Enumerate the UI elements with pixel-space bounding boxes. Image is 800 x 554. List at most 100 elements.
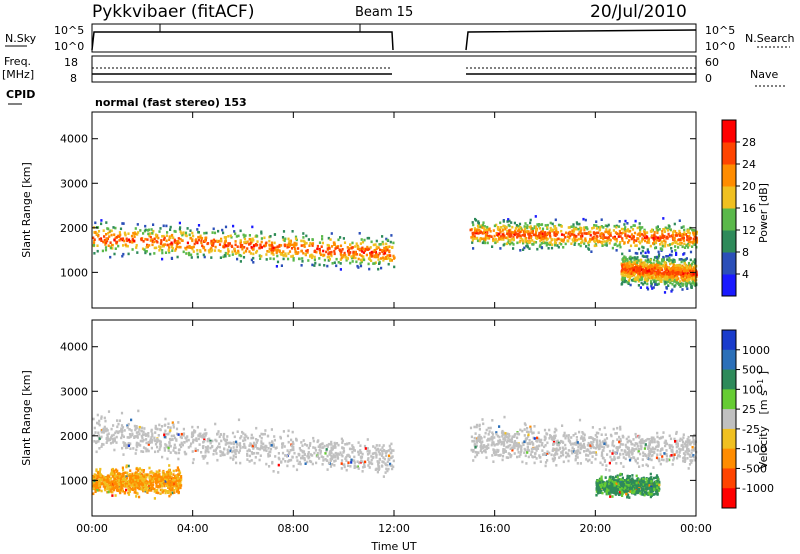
echo-cell [315,250,318,254]
echo-cell [301,456,305,460]
echo-cell [354,256,357,260]
echo-cell [126,483,129,486]
echo-cell [564,242,567,246]
echo-cell [160,481,163,485]
echo-cell [502,238,505,241]
echo-cell [280,264,283,267]
echo-cell [693,258,696,261]
echo-cell [321,442,324,445]
echo-cell [168,430,171,434]
echo-cell [201,435,205,438]
echo-cell [357,450,360,454]
echo-cell [93,484,96,488]
echo-cell [639,234,642,238]
echo-cell [677,268,680,271]
echo-cell [555,227,558,230]
echo-cell [346,442,349,446]
echo-cell [595,238,598,241]
echo-cell [555,230,558,233]
echo-cell [629,244,633,248]
velocity-scatter [92,409,698,500]
echo-cell [203,438,206,441]
echo-cell [353,461,356,464]
echo-cell [545,241,549,245]
echo-cell [384,471,387,474]
echo-cell [96,413,99,417]
echo-cell [155,485,158,488]
echo-cell [514,231,517,235]
echo-cell [173,446,176,450]
noise-sky-line-1 [91,31,394,51]
echo-cell [376,460,379,463]
echo-cell [518,222,522,226]
echo-cell [145,473,148,476]
echo-cell [647,258,650,261]
echo-cell [220,433,223,436]
echo-cell [602,233,605,237]
nave-tick-bottom: 0 [705,72,712,85]
echo-cell [272,246,275,250]
echo-cell [526,230,529,233]
echo-cell [106,429,109,432]
echo-cell [182,427,185,431]
echo-cell [135,431,138,434]
echo-cell [382,475,385,478]
echo-cell [132,479,135,482]
echo-cell [575,439,579,442]
echo-cell [116,483,119,486]
echo-cell [281,451,285,455]
echo-cell [179,481,182,485]
echo-cell [161,455,164,459]
echo-cell [506,232,509,235]
echo-cell [104,476,107,480]
echo-cell [678,219,681,222]
echo-cell [196,252,199,256]
echo-cell [99,483,102,487]
echo-cell [155,239,158,243]
echo-cell [351,246,354,249]
echo-cell [560,242,563,246]
echo-cell [604,224,607,227]
echo-cell [474,455,477,459]
echo-cell [544,453,547,456]
echo-cell [531,239,534,242]
echo-cell [106,490,109,494]
echo-cell [632,449,635,452]
echo-cell [107,481,110,484]
echo-cell [554,225,557,228]
echo-cell [145,441,148,445]
echo-cell [292,245,296,248]
echo-cell [512,236,515,239]
echo-cell [381,235,384,238]
echo-cell [379,248,382,252]
echo-cell [330,250,333,254]
echo-cell [389,254,392,257]
echo-cell [154,442,158,446]
echo-cell [256,447,259,450]
echo-cell [182,434,185,437]
echo-cell [628,272,631,275]
echo-cell [179,435,182,439]
echo-cell [663,234,666,238]
echo-cell [117,489,120,492]
echo-cell [690,274,694,278]
echo-cell [582,217,585,221]
echo-cell [321,235,324,238]
echo-cell [360,238,363,241]
echo-cell [154,475,157,478]
echo-cell [381,250,384,253]
echo-cell [580,227,583,230]
echo-cell [192,245,195,249]
echo-cell [144,447,147,450]
echo-cell [525,244,528,248]
echo-cell [620,227,623,231]
echo-cell [212,244,215,247]
echo-cell [671,266,674,270]
echo-cell [633,231,637,235]
echo-cell [641,245,644,249]
echo-cell [645,271,648,274]
echo-cell [229,449,232,453]
echo-cell [636,226,639,230]
echo-cell [532,436,535,440]
echo-cell [674,249,677,252]
